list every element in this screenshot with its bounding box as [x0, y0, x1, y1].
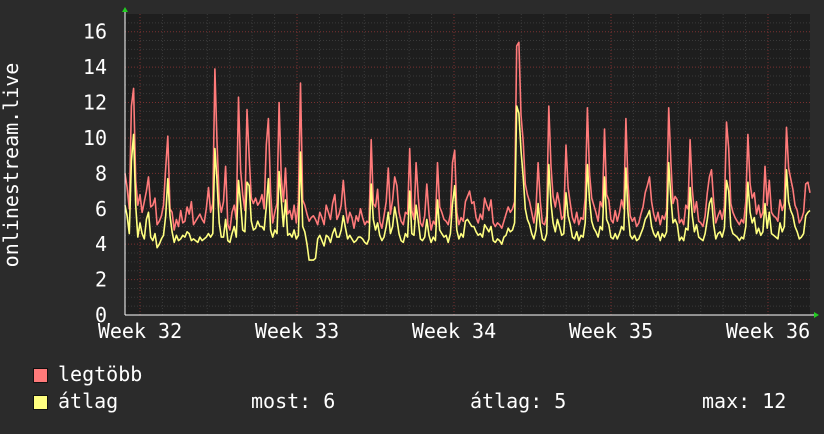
- x-tick-label: Week 32: [98, 319, 182, 343]
- y-tick-label: 2: [95, 268, 107, 292]
- legend-item-max: legtöbb: [33, 363, 142, 385]
- y-tick-label: 0: [95, 303, 107, 327]
- stat-current: most: 6: [251, 389, 336, 413]
- legend-swatch-max: [33, 368, 48, 383]
- x-axis-arrow: [814, 312, 819, 318]
- legend-swatch-avg: [33, 395, 48, 410]
- x-tick-label: Week 35: [569, 319, 653, 343]
- x-tick-label: Week 34: [412, 319, 496, 343]
- y-tick-label: 10: [83, 126, 107, 150]
- y-tick-label: 4: [95, 232, 107, 256]
- legend-label-max: legtöbb: [58, 362, 143, 386]
- y-tick-label: 8: [95, 161, 107, 185]
- series-line-avg: [124, 105, 811, 261]
- x-tick-label: Week 36: [726, 319, 810, 343]
- stat-average: átlag: 5: [470, 389, 567, 413]
- y-axis-label: onlinestream.live: [0, 63, 23, 268]
- y-tick-label: 14: [83, 55, 107, 79]
- x-tick-label: Week 33: [255, 319, 339, 343]
- legend-item-avg: átlag: [33, 390, 118, 412]
- legend-label-avg: átlag: [58, 389, 119, 413]
- series-line-max: [124, 41, 811, 231]
- y-tick-label: 12: [83, 91, 107, 115]
- y-tick-label: 6: [95, 197, 107, 221]
- y-tick-label: 16: [83, 20, 107, 44]
- y-axis-arrow: [122, 7, 128, 12]
- stat-maximum: max: 12: [702, 389, 787, 413]
